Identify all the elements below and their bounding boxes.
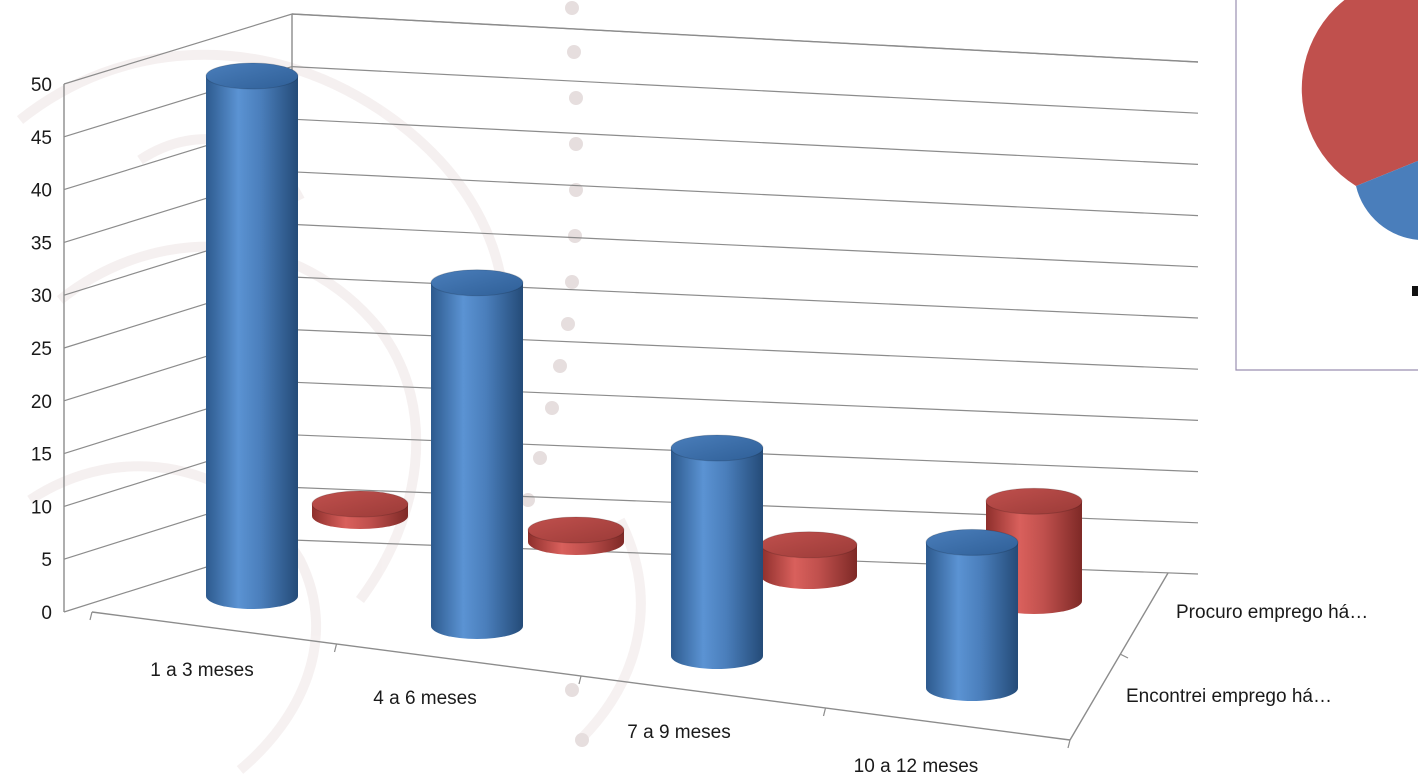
y-tick-label: 5 xyxy=(41,550,52,571)
background-dot xyxy=(568,229,582,243)
depth-tick-mark xyxy=(1119,653,1129,659)
floor-right-edge xyxy=(1069,572,1169,741)
x-tick-mark xyxy=(1067,739,1071,749)
x-tick-mark xyxy=(333,643,338,653)
red-bar xyxy=(311,490,409,529)
blue-bar-body xyxy=(206,76,298,609)
x-tick-mark xyxy=(822,707,827,717)
inset-pie-chart xyxy=(1235,0,1418,371)
y-tick-label: 40 xyxy=(31,181,52,202)
inset-pie-frame xyxy=(1235,0,1418,371)
background-dot xyxy=(569,137,583,151)
background-dot xyxy=(521,493,535,507)
pie-slice-blue xyxy=(1356,160,1418,240)
blue-bar-top xyxy=(925,528,1019,556)
red-bar xyxy=(760,531,858,589)
y-tick-label: 30 xyxy=(31,286,52,307)
y-tick-label: 20 xyxy=(31,392,52,413)
y-tick-label: 15 xyxy=(31,445,52,466)
background-dot-trail xyxy=(493,1,589,747)
background-dot xyxy=(561,317,575,331)
x-tick-mark xyxy=(89,611,93,621)
x-category-label: 1 a 3 meses xyxy=(150,660,254,681)
blue-bar xyxy=(430,269,524,639)
red-bar xyxy=(527,516,625,555)
y-axis-tick-labels: 0 5 10 15 20 25 30 35 40 45 50 xyxy=(31,75,52,624)
blue-bar-body xyxy=(926,542,1018,701)
blue-bar xyxy=(670,434,764,669)
background-dot xyxy=(575,733,589,747)
blue-bar-body xyxy=(671,448,763,669)
y-tick-label: 45 xyxy=(31,128,52,149)
red-bar-top xyxy=(985,487,1083,515)
blue-bar xyxy=(925,528,1019,701)
background-dot xyxy=(545,401,559,415)
background-dot xyxy=(567,45,581,59)
blue-bar-top xyxy=(670,434,764,462)
depth-axis-label: Encontrei emprego há… xyxy=(1126,686,1332,707)
bar-series xyxy=(205,62,1083,701)
x-category-label: 7 a 9 meses xyxy=(627,722,731,743)
background-dot xyxy=(565,275,579,289)
red-bar-top xyxy=(311,490,409,518)
x-category-label: 10 a 12 meses xyxy=(854,756,979,776)
background-dot xyxy=(565,683,579,697)
depth-axis-label: Procuro emprego há… xyxy=(1176,602,1368,623)
blue-bar-body xyxy=(431,282,523,639)
blue-bar-top xyxy=(430,269,524,297)
gridline xyxy=(63,65,1199,138)
gridline xyxy=(63,13,1199,85)
x-tick-mark xyxy=(578,675,582,685)
x-category-label: 4 a 6 meses xyxy=(373,688,477,709)
blue-bar-top xyxy=(205,62,299,90)
y-tick-label: 0 xyxy=(41,603,52,624)
y-tick-label: 10 xyxy=(31,497,52,518)
pie-slice-red xyxy=(1301,0,1418,186)
background-dot xyxy=(569,91,583,105)
x-axis-category-labels: 1 a 3 meses 4 a 6 meses 7 a 9 meses 10 a 12… xyxy=(150,660,978,776)
y-tick-label: 50 xyxy=(31,75,52,96)
red-bar-top xyxy=(760,531,858,559)
background-dot xyxy=(553,359,567,373)
y-tick-label: 35 xyxy=(31,233,52,254)
x-axis-tick-marks xyxy=(89,611,1071,749)
blue-bar xyxy=(205,62,299,609)
y-tick-label: 25 xyxy=(31,339,52,360)
red-bar-top xyxy=(527,516,625,544)
background-dot xyxy=(533,451,547,465)
depth-axis-labels: Encontrei emprego há… Procuro emprego há… xyxy=(1119,602,1368,707)
background-dot xyxy=(565,1,579,15)
pie-slice-fragment-mark xyxy=(1412,286,1418,296)
background-dot xyxy=(569,183,583,197)
